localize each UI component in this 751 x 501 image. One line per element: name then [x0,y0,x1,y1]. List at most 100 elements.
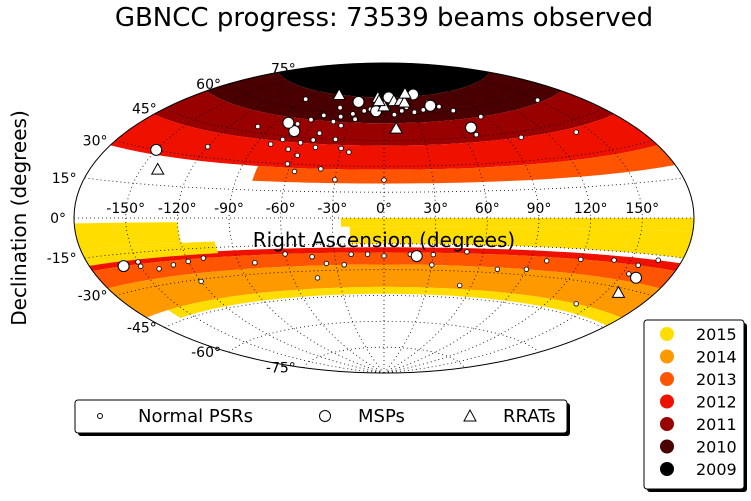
normal-psr-marker [332,176,338,183]
normal-psr-marker [268,141,274,147]
normal-psr-marker [282,251,288,257]
dec-tick-label: 45° [132,101,157,117]
normal-psr-marker [611,257,617,263]
normal-psr-marker [544,258,550,264]
chart-title: GBNCC progress: 73539 beams observed [115,3,653,33]
rrat-marker [398,86,412,99]
normal-psr-marker [284,161,291,167]
year-legend-label: 2013 [696,370,737,389]
normal-psr-marker [430,251,436,258]
normal-psr-marker [309,254,315,260]
normal-psr-marker [204,143,211,150]
year-legend-label: 2010 [696,438,737,457]
rrat-marker [372,93,386,107]
year-legend-swatch-2011 [660,417,674,431]
year-legend-label: 2014 [696,348,737,367]
meridian-line [383,63,488,373]
year-legend-swatch-2015 [660,327,674,341]
normal-psr-marker [635,262,641,268]
normal-psr-marker [420,107,426,113]
normal-psr-marker [280,136,286,143]
normal-psr-marker [330,118,337,125]
ra-tick-labels: -150° -120° -90° -60° -30° 0° 30° 60° 90° 120° 150… [106,201,659,217]
normal-psr-marker [316,130,323,136]
sky-boundary [73,62,695,374]
marker-legend-label: RRATs [503,406,556,427]
year-legend-label: 2009 [696,460,737,479]
normal-psr-marker [285,146,291,152]
normal-psr-marker [332,136,339,143]
coverage-bands [74,63,694,326]
parallel-line [228,83,540,116]
msp-marker [288,125,301,138]
normal-psr-marker [655,257,661,263]
msp-marker [424,99,437,112]
normal-psr-marker [523,266,530,272]
msp-marker [465,121,477,134]
normal-psr-marker [303,96,309,102]
marker-legend: Normal PSRs MSPs RRATs [74,399,570,436]
normal-psr-marker [297,140,304,146]
rrat-marker [332,87,346,100]
normal-psr-marker [338,145,344,152]
year-legend: 2015 2014 2013 2012 2011 2010 2009 [643,319,747,492]
dec-tick-label: -15° [47,251,77,267]
ra-tick-label: 120° [574,201,608,217]
dec-tick-label: 15° [52,171,77,187]
rrat-marker [397,95,412,108]
normal-psr-marker [198,278,204,285]
ra-tick-label: 90° [527,201,552,217]
normal-psr-marker [478,113,484,120]
ra-tick-label: 0° [376,201,392,217]
normal-psr-marker [135,259,141,265]
normal-psr-marker [308,116,314,123]
ra-tick-label: 150° [625,201,659,217]
normal-psr-marker [573,129,579,135]
year-legend-label: 2012 [696,393,737,412]
year-legend-label: 2015 [696,325,737,344]
normal-psr-marker [338,122,344,129]
dec-tick-label: 60° [196,77,221,93]
rrat-marker [611,285,626,298]
normal-psr-marker [200,255,207,261]
year-legend-swatch-2009 [660,462,674,476]
normal-psr-marker [473,131,479,138]
year-legend-label: 2011 [696,415,737,434]
msp-marker [282,116,295,129]
coverage-band-2013-0 [252,145,676,184]
year-legend-swatch-2012 [660,394,674,409]
parallel-line [164,295,604,328]
parallel-line [228,320,540,353]
ra-tick-label: -120° [158,201,197,217]
parallel-line [164,108,604,141]
dec-tick-label: -45° [127,321,157,337]
normal-psr-marker [337,104,343,111]
coverage-band-2014-0 [107,264,661,318]
year-legend-swatch-2014 [660,349,674,364]
marker-legend-label: MSPs [358,406,405,427]
normal-psr-marker [429,262,435,268]
source-markers [117,86,661,307]
coverage-band-2013-1 [92,252,676,289]
normal-psr-marker [137,263,144,269]
ra-tick-label: -60° [266,201,296,217]
rrat-marker [389,121,404,134]
coverage-band-2015-0 [74,222,181,251]
coverage-band-2015-4 [168,286,622,326]
normal-psr-marker [323,260,330,267]
meridian-line [176,63,385,373]
meridian-line [383,63,592,373]
normal-psr-marker [381,177,387,183]
ra-tick-label: -150° [106,201,145,217]
legend-psr-symbol [97,413,103,419]
normal-psr-marker [291,168,298,175]
normal-psr-marker [312,144,319,151]
legend-rrat-symbol [463,408,477,422]
msp-marker [117,260,130,273]
normal-psr-marker [464,249,470,255]
normal-psr-marker [381,253,387,259]
coverage-band-2015-1 [80,241,219,266]
coverage-band-2012-0 [110,114,658,170]
